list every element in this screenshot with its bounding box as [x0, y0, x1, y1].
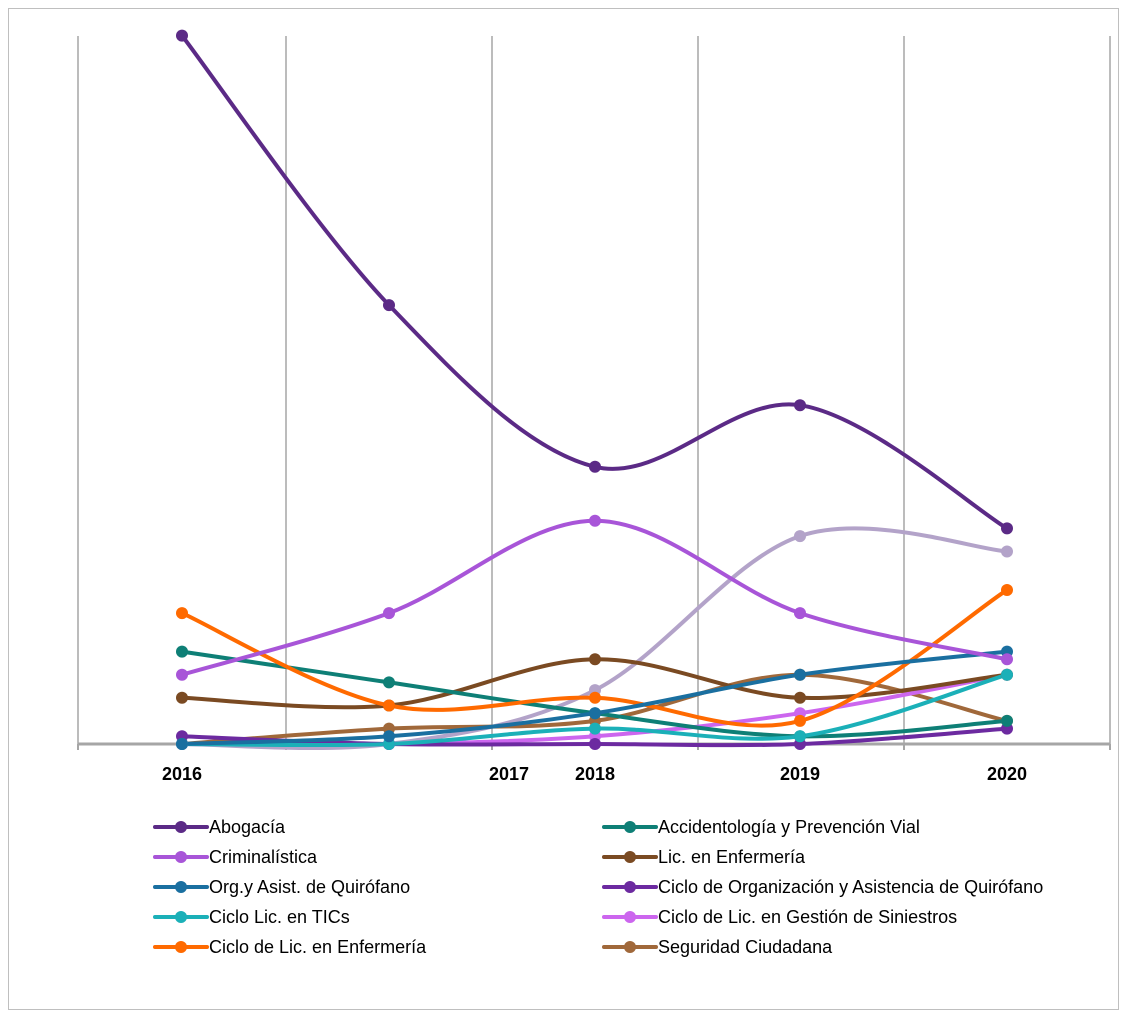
legend-item: Ciclo Lic. en TICs [153, 906, 350, 928]
series-1-point-4 [1001, 653, 1013, 666]
legend-item: Ciclo de Lic. en Enfermería [153, 936, 426, 958]
x-tick-label-4: 2020 [987, 764, 1027, 784]
series-6-point-0 [176, 691, 188, 704]
legend-swatch [602, 906, 658, 928]
series-10-point-3 [794, 530, 806, 543]
legend-label: Ciclo de Organización y Asistencia de Qu… [658, 876, 1044, 897]
series-7-point-2 [589, 738, 601, 750]
series-4-point-0 [176, 607, 188, 620]
series-lines [180, 33, 1009, 750]
series-5-point-1 [383, 676, 395, 689]
legend-label: Org.y Asist. de Quirófano [209, 876, 411, 897]
legend-item: Abogacía [153, 816, 285, 838]
legend-swatch [602, 936, 658, 958]
x-tick-label-1: 2017 [489, 764, 529, 784]
series-3-point-3 [794, 730, 806, 743]
chart-frame [8, 8, 1119, 1010]
series-6-point-2 [589, 653, 601, 666]
series-2-point-0 [176, 738, 188, 750]
x-axis-labels: 2016 2017 2018 2019 2020 [162, 764, 1027, 784]
legend-item: Lic. en Enfermería [602, 846, 805, 868]
legend-item: Seguridad Ciudadana [602, 936, 832, 958]
legend-swatch [602, 876, 658, 898]
series-4-point-3 [794, 714, 806, 727]
series-1-point-1 [383, 607, 395, 620]
series-2-point-2 [589, 707, 601, 720]
series-0-point-2 [589, 460, 601, 473]
legend-item: Accidentología y Prevención Vial [602, 816, 920, 838]
series-line-0 [180, 33, 1009, 531]
series-1-point-3 [794, 607, 806, 620]
series-0-point-1 [383, 299, 395, 312]
legend-label: Seguridad Ciudadana [658, 936, 833, 957]
legend-swatch [153, 846, 209, 868]
gridlines [77, 36, 1111, 744]
x-tick-label-2: 2018 [575, 764, 615, 784]
series-4-point-2 [589, 691, 601, 704]
series-5-point-4 [1001, 714, 1013, 727]
legend-label: Ciclo de Lic. en Enfermería [209, 936, 427, 957]
legend-label: Ciclo Lic. en TICs [209, 906, 350, 927]
legend-item: Ciclo de Lic. en Gestión de Siniestros [602, 906, 957, 928]
series-3-point-4 [1001, 668, 1013, 681]
legend-label: Accidentología y Prevención Vial [658, 816, 920, 837]
legend-item: Criminalística [153, 846, 317, 868]
legend-swatch [153, 936, 209, 958]
series-10-point-4 [1001, 545, 1013, 558]
legend-swatch [153, 876, 209, 898]
legend-swatch [602, 816, 658, 838]
legend-swatch [153, 906, 209, 928]
series-1-point-2 [589, 514, 601, 527]
x-tick-label-0: 2016 [162, 764, 202, 784]
series-4-point-1 [383, 699, 395, 712]
series-0-point-0 [176, 29, 188, 42]
legend-label: Lic. en Enfermería [658, 846, 806, 867]
legend-label: Abogacía [209, 816, 286, 837]
series-line-1 [180, 518, 1009, 677]
series-0-point-3 [794, 399, 806, 412]
legend-label: Criminalística [209, 846, 318, 867]
legend-swatch [602, 846, 658, 868]
series-1-point-0 [176, 668, 188, 681]
legend-swatch [153, 816, 209, 838]
series-points [176, 29, 1013, 750]
series-2-point-3 [794, 668, 806, 681]
legend-item: Org.y Asist. de Quirófano [153, 876, 410, 898]
series-2-point-1 [383, 730, 395, 743]
legend-item: Ciclo de Organización y Asistencia de Qu… [602, 876, 1043, 898]
x-tick-label-3: 2019 [780, 764, 820, 784]
series-5-point-0 [176, 645, 188, 658]
series-6-point-3 [794, 691, 806, 704]
series-4-point-4 [1001, 584, 1013, 596]
series-3-point-2 [589, 722, 601, 735]
series-0-point-4 [1001, 522, 1013, 535]
legend-label: Ciclo de Lic. en Gestión de Siniestros [658, 906, 958, 927]
